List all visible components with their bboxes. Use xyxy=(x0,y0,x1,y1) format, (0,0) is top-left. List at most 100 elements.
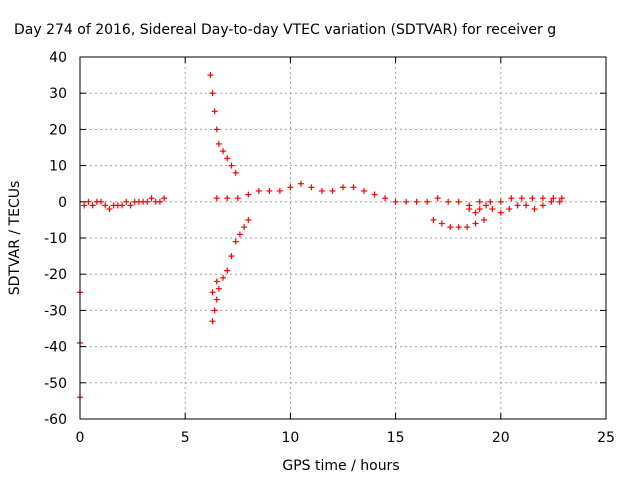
y-axis-label: SDTVAR / TECUs xyxy=(7,181,23,296)
data-point xyxy=(487,198,494,205)
data-point xyxy=(106,206,113,213)
data-point xyxy=(476,206,483,213)
data-point xyxy=(529,195,536,202)
data-point xyxy=(382,195,389,202)
y-tick-label: -60 xyxy=(44,412,67,428)
data-point xyxy=(127,202,134,209)
data-point xyxy=(276,187,283,194)
data-point xyxy=(548,198,555,205)
plot-frame xyxy=(79,56,607,420)
data-point xyxy=(213,296,220,303)
data-point xyxy=(297,180,304,187)
data-point xyxy=(424,198,431,205)
data-point xyxy=(531,206,538,213)
data-point xyxy=(209,318,216,325)
data-point xyxy=(476,198,483,205)
x-tick-label: 0 xyxy=(76,430,85,446)
data-point xyxy=(241,224,248,231)
data-point xyxy=(81,202,88,209)
data-point xyxy=(123,198,130,205)
data-point xyxy=(89,202,96,209)
data-point xyxy=(318,187,325,194)
x-tick-label: 10 xyxy=(281,430,299,446)
data-point xyxy=(371,191,378,198)
data-point xyxy=(308,184,315,191)
data-point xyxy=(245,216,252,223)
data-point xyxy=(497,198,504,205)
data-point xyxy=(211,307,218,314)
data-point xyxy=(234,195,241,202)
x-tick-label: 25 xyxy=(597,430,615,446)
data-point xyxy=(148,195,155,202)
grid xyxy=(80,57,606,419)
data-point xyxy=(224,195,231,202)
data-point xyxy=(472,220,479,227)
data-point xyxy=(215,140,222,147)
data-point xyxy=(209,289,216,296)
axis-ticks: 0 5 10 15 20 25 -60 -50 -40 -30 -20 -10 0 10 20 30 40 xyxy=(44,50,615,446)
data-point xyxy=(558,195,565,202)
data-point xyxy=(445,198,452,205)
data-point xyxy=(213,126,220,133)
data-point xyxy=(483,202,490,209)
data-point xyxy=(508,195,515,202)
y-tick-label: 10 xyxy=(49,159,67,175)
data-point xyxy=(224,155,231,162)
data-point xyxy=(413,198,420,205)
y-tick-label: 20 xyxy=(49,122,67,138)
y-tick-label: -20 xyxy=(44,267,67,283)
data-point xyxy=(236,231,243,238)
data-point xyxy=(430,216,437,223)
data-point xyxy=(85,198,92,205)
data-point xyxy=(350,184,357,191)
data-point xyxy=(447,224,454,231)
data-point xyxy=(466,206,473,213)
data-point xyxy=(232,238,239,245)
data-point xyxy=(287,184,294,191)
data-point xyxy=(119,202,126,209)
data-point xyxy=(550,195,557,202)
data-points xyxy=(77,72,565,401)
data-point xyxy=(497,209,504,216)
data-point xyxy=(434,195,441,202)
data-point xyxy=(228,162,235,169)
x-axis-label: GPS time / hours xyxy=(282,458,399,474)
data-point xyxy=(514,202,521,209)
data-point xyxy=(224,267,231,274)
data-point xyxy=(539,202,546,209)
y-tick-label: -10 xyxy=(44,231,67,247)
data-point xyxy=(213,278,220,285)
data-point xyxy=(144,198,151,205)
data-point xyxy=(392,198,399,205)
data-point xyxy=(464,224,471,231)
data-point xyxy=(220,274,227,281)
data-point xyxy=(211,108,218,115)
data-point xyxy=(472,209,479,216)
data-point xyxy=(102,202,109,209)
y-tick-label: 40 xyxy=(49,50,67,66)
data-point xyxy=(340,184,346,191)
x-tick-label: 20 xyxy=(492,430,510,446)
data-point xyxy=(506,206,513,213)
data-point xyxy=(403,198,410,205)
data-point xyxy=(556,198,563,205)
data-point xyxy=(438,220,445,227)
data-point xyxy=(245,191,252,198)
y-tick-label: -50 xyxy=(44,376,67,392)
data-point xyxy=(489,206,496,213)
data-point xyxy=(361,187,368,194)
y-tick-label: -30 xyxy=(44,303,67,319)
data-point xyxy=(215,285,222,292)
data-point xyxy=(539,195,546,202)
y-tick-label: -40 xyxy=(44,340,67,356)
data-point xyxy=(480,216,487,223)
data-point xyxy=(518,195,525,202)
data-point xyxy=(207,72,214,79)
x-tick-label: 15 xyxy=(387,430,405,446)
data-point xyxy=(98,198,105,205)
chart-title: Day 274 of 2016, Sidereal Day-to-day VTE… xyxy=(14,22,556,38)
data-point xyxy=(213,195,220,202)
x-tick-label: 5 xyxy=(181,430,190,446)
data-point xyxy=(255,187,262,194)
data-point xyxy=(329,187,336,194)
